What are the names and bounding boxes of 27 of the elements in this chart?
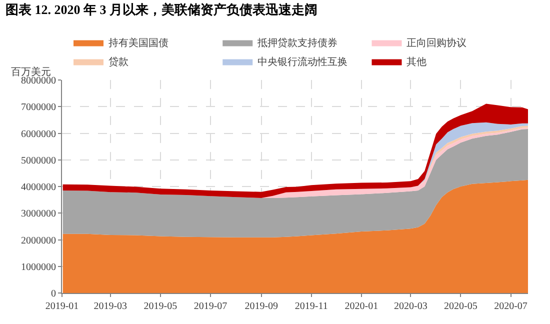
legend-label: 抵押贷款支持债券 (256, 37, 338, 50)
y-tick-label: 8000000 (21, 76, 56, 86)
x-tick-label: 2020-03 (394, 301, 428, 312)
legend-label: 贷款 (108, 56, 128, 68)
y-tick-label: 1000000 (21, 262, 56, 273)
y-tick-label: 6000000 (21, 128, 56, 140)
legend-label: 正向回购协议 (406, 37, 467, 50)
x-tick-label: 2019-09 (244, 301, 278, 312)
x-tick-label: 2019-05 (144, 301, 178, 312)
legend-label: 其他 (406, 56, 427, 68)
x-tick-label: 2019-07 (194, 301, 228, 312)
y-axis-title: 百万美元 (11, 66, 51, 78)
x-tick-label: 2020-05 (444, 301, 478, 312)
x-tick-label: 2019-01 (45, 301, 79, 312)
y-tick-label: 4000000 (21, 182, 56, 193)
x-tick-label: 2019-11 (294, 301, 328, 312)
y-tick-label: 0 (51, 288, 56, 300)
chart-title: 图表 12. 2020 年 3 月以来，美联储资产负债表迅速走阔 (6, 2, 318, 17)
y-tick-label: 5000000 (21, 155, 56, 166)
legend-label: 持有美国国债 (108, 37, 168, 50)
y-tick-label: 2000000 (21, 235, 56, 246)
y-tick-label: 7000000 (21, 102, 56, 114)
x-tick-label: 2020-01 (344, 301, 378, 312)
x-tick-label: 2020-07 (494, 301, 528, 312)
y-tick-label: 3000000 (21, 208, 56, 220)
x-tick-label: 2019-03 (94, 301, 128, 312)
legend-label: 中央银行流动性互换 (258, 56, 348, 68)
